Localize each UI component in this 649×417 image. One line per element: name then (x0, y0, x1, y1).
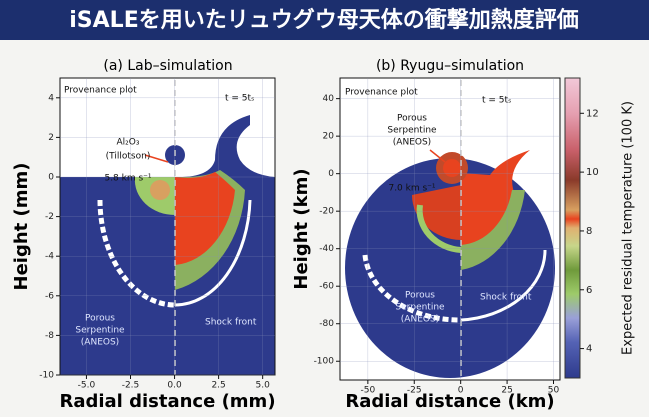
annotation: (ANEOS) (401, 315, 439, 325)
annotation: Porous (405, 291, 435, 301)
y-tick-label: 0 (48, 173, 54, 183)
colorbar-tick-label: 8 (586, 226, 592, 237)
colorbar-tick-label: 10 (586, 167, 599, 178)
y-axis-label: Height (mm) (11, 163, 32, 291)
annotation: (Tillotson) (106, 152, 151, 162)
colorbar-tick-label: 12 (586, 108, 599, 119)
y-tick-label: 20 (323, 132, 335, 142)
annotation: Provenance plot (345, 88, 418, 98)
y-tick-label: -2 (45, 212, 54, 222)
x-tick-label: -2.5 (122, 381, 140, 391)
annotation: (ANEOS) (81, 338, 119, 348)
annotation: Shock front (205, 318, 257, 328)
header-title: iSALEを用いたリュウグウ母天体の衝撃加熱度評価 (69, 7, 578, 33)
y-tick-label: -6 (45, 291, 54, 301)
x-tick-label: 2.5 (211, 381, 225, 391)
y-tick-label: -100 (314, 357, 335, 367)
annotation: 7.0 km s⁻¹ (388, 184, 435, 194)
x-tick-label: 0.0 (167, 381, 182, 391)
y-tick-label: -80 (319, 319, 334, 329)
colorbar-tick-label: 4 (586, 344, 592, 355)
y-tick-label: -10 (39, 371, 54, 381)
y-tick-label: 40 (323, 94, 335, 104)
annotation: Shock front (480, 293, 532, 303)
x-tick-label: 50 (548, 386, 560, 396)
colorbar-label: Expected residual temperature (100 K) (621, 101, 636, 355)
colorbar (565, 78, 580, 378)
annotation: Porous (85, 314, 115, 324)
y-tick-label: -20 (319, 207, 334, 217)
x-axis-label: Radial distance (km) (345, 391, 554, 412)
figure: iSALEを用いたリュウグウ母天体の衝撃加熱度評価 Expected resid… (0, 0, 649, 417)
y-axis-label: Height (km) (291, 168, 312, 289)
page: iSALEを用いたリュウグウ母天体の衝撃加熱度評価 Expected resid… (0, 0, 649, 417)
x-tick-label: 25 (501, 386, 512, 396)
annotation: Porous (397, 114, 427, 124)
x-tick-label: -5.0 (78, 381, 96, 391)
annotation: Serpentine (395, 303, 445, 313)
x-axis-label: Radial distance (mm) (59, 391, 275, 412)
colorbar-tick-label: 6 (586, 285, 592, 296)
annotation: t = 5tₛ (225, 94, 254, 104)
annotation: Serpentine (387, 126, 437, 136)
annotation: Al₂O₃ (117, 138, 140, 148)
y-tick-label: -40 (319, 244, 334, 254)
x-tick-label: 5.0 (255, 381, 270, 391)
simulation-b (340, 78, 560, 380)
annotation: Provenance plot (64, 86, 137, 96)
annotation: 5.8 km s⁻¹ (104, 174, 151, 184)
x-tick-label: -50 (360, 386, 375, 396)
panel-title: (a) Lab–simulation (103, 58, 232, 74)
x-tick-label: 0 (458, 386, 464, 396)
annotation: (ANEOS) (393, 138, 431, 148)
y-tick-label: 0 (328, 169, 334, 179)
panel-title: (b) Ryugu–simulation (376, 58, 524, 74)
x-tick-label: -25 (407, 386, 422, 396)
y-tick-label: -60 (319, 282, 334, 292)
y-tick-label: 4 (48, 93, 54, 103)
annotation: t = 5tₛ (482, 96, 511, 106)
y-tick-label: 2 (48, 133, 54, 143)
y-tick-label: -4 (45, 252, 54, 262)
y-tick-label: -8 (45, 331, 54, 341)
annotation: Serpentine (75, 326, 125, 336)
